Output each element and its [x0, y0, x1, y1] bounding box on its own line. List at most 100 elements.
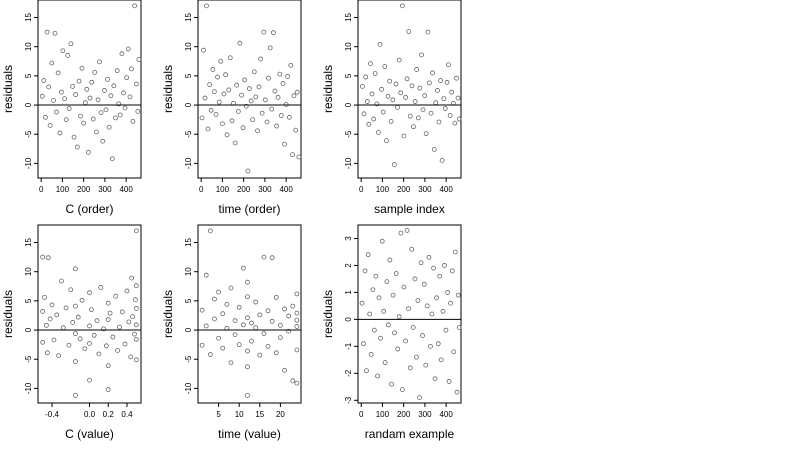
data-point [430, 70, 435, 76]
data-point [199, 342, 205, 348]
data-point [107, 310, 113, 316]
data-point [262, 97, 268, 103]
data-point [129, 275, 135, 281]
data-point [290, 378, 296, 384]
data-point [87, 95, 93, 101]
data-point [73, 331, 78, 336]
data-point [452, 249, 458, 255]
data-point [212, 296, 217, 302]
y-tick-label: 0 [24, 102, 33, 107]
data-point [105, 317, 111, 322]
x-tick-label: 0.4 [121, 410, 133, 419]
data-point [290, 303, 296, 309]
data-point [82, 100, 88, 106]
data-point [126, 319, 132, 325]
data-point [412, 99, 418, 104]
data-point [119, 51, 125, 57]
data-point [51, 337, 57, 343]
data-point [288, 62, 294, 68]
x-axis-label: time (order) [218, 202, 281, 216]
data-point [401, 284, 407, 290]
y-tick-label: -5 [24, 130, 33, 138]
data-point [133, 336, 139, 342]
data-point [89, 79, 95, 85]
data-point [256, 84, 262, 90]
data-point [216, 289, 221, 295]
data-point [216, 99, 222, 105]
data-point [253, 299, 259, 305]
data-point [278, 335, 283, 341]
data-point [398, 90, 404, 96]
data-point [274, 123, 279, 129]
data-point [270, 30, 276, 36]
x-tick-label: 300 [418, 410, 432, 419]
data-point [44, 322, 49, 328]
data-point [205, 126, 211, 132]
y-tick-label: -5 [184, 355, 193, 363]
data-point [369, 91, 375, 97]
data-point [258, 56, 264, 62]
data-point [62, 96, 67, 102]
data-point [79, 297, 85, 303]
data-point [40, 308, 46, 314]
data-point [269, 106, 275, 112]
data-point [74, 144, 80, 150]
data-point [60, 325, 66, 331]
data-point [442, 263, 447, 268]
data-point [130, 118, 136, 124]
data-point [95, 97, 101, 103]
data-point [294, 324, 300, 329]
data-point [221, 91, 227, 97]
data-point [370, 287, 376, 293]
data-point [253, 325, 259, 331]
chart-panel-1: 0 100 200 300 400 -10 -5 0 5 10 15 C (order) residua… [0, 0, 160, 225]
data-point [218, 58, 224, 64]
data-point [88, 307, 94, 313]
data-point [393, 81, 399, 87]
data-point [54, 312, 60, 318]
data-point [273, 294, 279, 300]
data-point [428, 343, 433, 349]
data-point [409, 246, 415, 252]
x-tick-label: 100 [56, 185, 70, 194]
data-point [417, 85, 423, 91]
chart-svg-1: 0 100 200 300 400 -10 -5 0 5 10 15 [24, 0, 142, 194]
data-point [282, 306, 287, 312]
data-point [286, 313, 292, 319]
y-tick-label: 0 [344, 317, 353, 322]
data-point [113, 293, 119, 299]
data-point [421, 281, 427, 287]
data-point [433, 100, 439, 106]
data-point [58, 89, 64, 95]
data-point [212, 316, 217, 322]
x-tick-label: 100 [216, 185, 230, 194]
data-point [243, 103, 249, 109]
data-point [371, 116, 377, 122]
data-point [98, 110, 104, 116]
data-point [434, 295, 439, 301]
data-point [280, 81, 286, 86]
data-point [294, 347, 300, 353]
data-point [399, 3, 405, 9]
data-point [407, 113, 413, 119]
data-point [365, 252, 371, 258]
y-tick-label: 10 [344, 42, 353, 51]
data-point [245, 294, 250, 300]
data-point [122, 105, 128, 111]
data-point [224, 301, 230, 307]
data-point [87, 377, 92, 383]
data-point [46, 84, 52, 90]
data-point [94, 129, 99, 135]
data-point [387, 78, 393, 84]
x-tick-label: 400 [439, 410, 453, 419]
data-point [364, 99, 370, 104]
data-point [364, 368, 369, 374]
x-tick-label: 400 [119, 185, 133, 194]
data-point [441, 96, 447, 102]
data-point [70, 320, 76, 325]
data-point [382, 64, 388, 69]
y-tick-label: -10 [184, 157, 193, 169]
data-point [228, 360, 234, 366]
data-point [432, 376, 438, 382]
data-point [55, 70, 61, 76]
